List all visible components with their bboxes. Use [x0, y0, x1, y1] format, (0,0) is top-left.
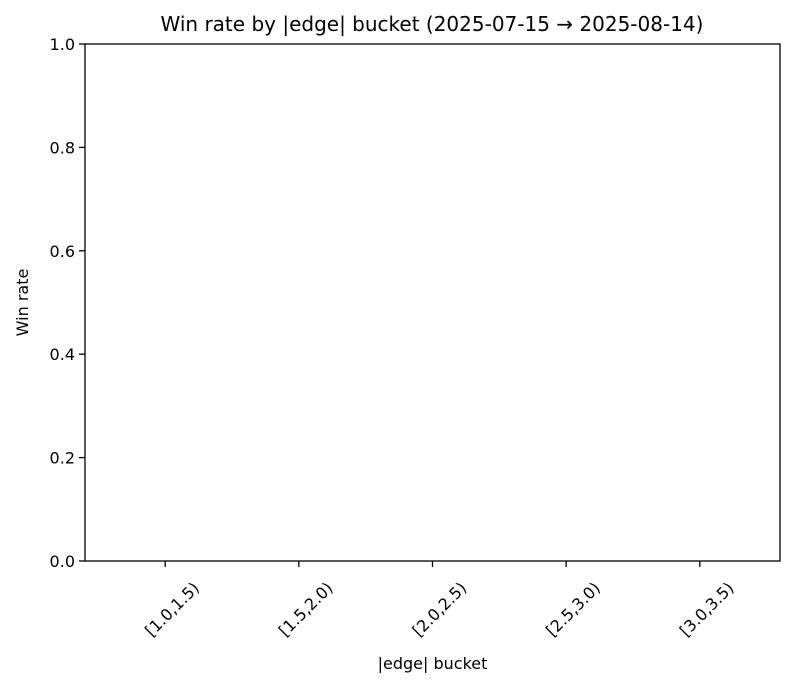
y-tick-label: 0.8 [50, 138, 75, 157]
chart-title: Win rate by |edge| bucket (2025-07-15 → … [161, 12, 704, 36]
y-tick-label: 0.6 [50, 242, 75, 261]
x-axis-label: |edge| bucket [378, 654, 488, 673]
y-tick-label: 1.0 [50, 35, 75, 54]
y-axis-label: Win rate [13, 269, 32, 337]
y-tick-label: 0.0 [50, 552, 75, 571]
y-tick-label: 0.2 [50, 449, 75, 468]
plot-area [84, 43, 781, 562]
y-axis: 0.0 0.2 0.4 0.6 0.8 1.0 [50, 35, 85, 571]
y-tick-label: 0.4 [50, 345, 75, 364]
